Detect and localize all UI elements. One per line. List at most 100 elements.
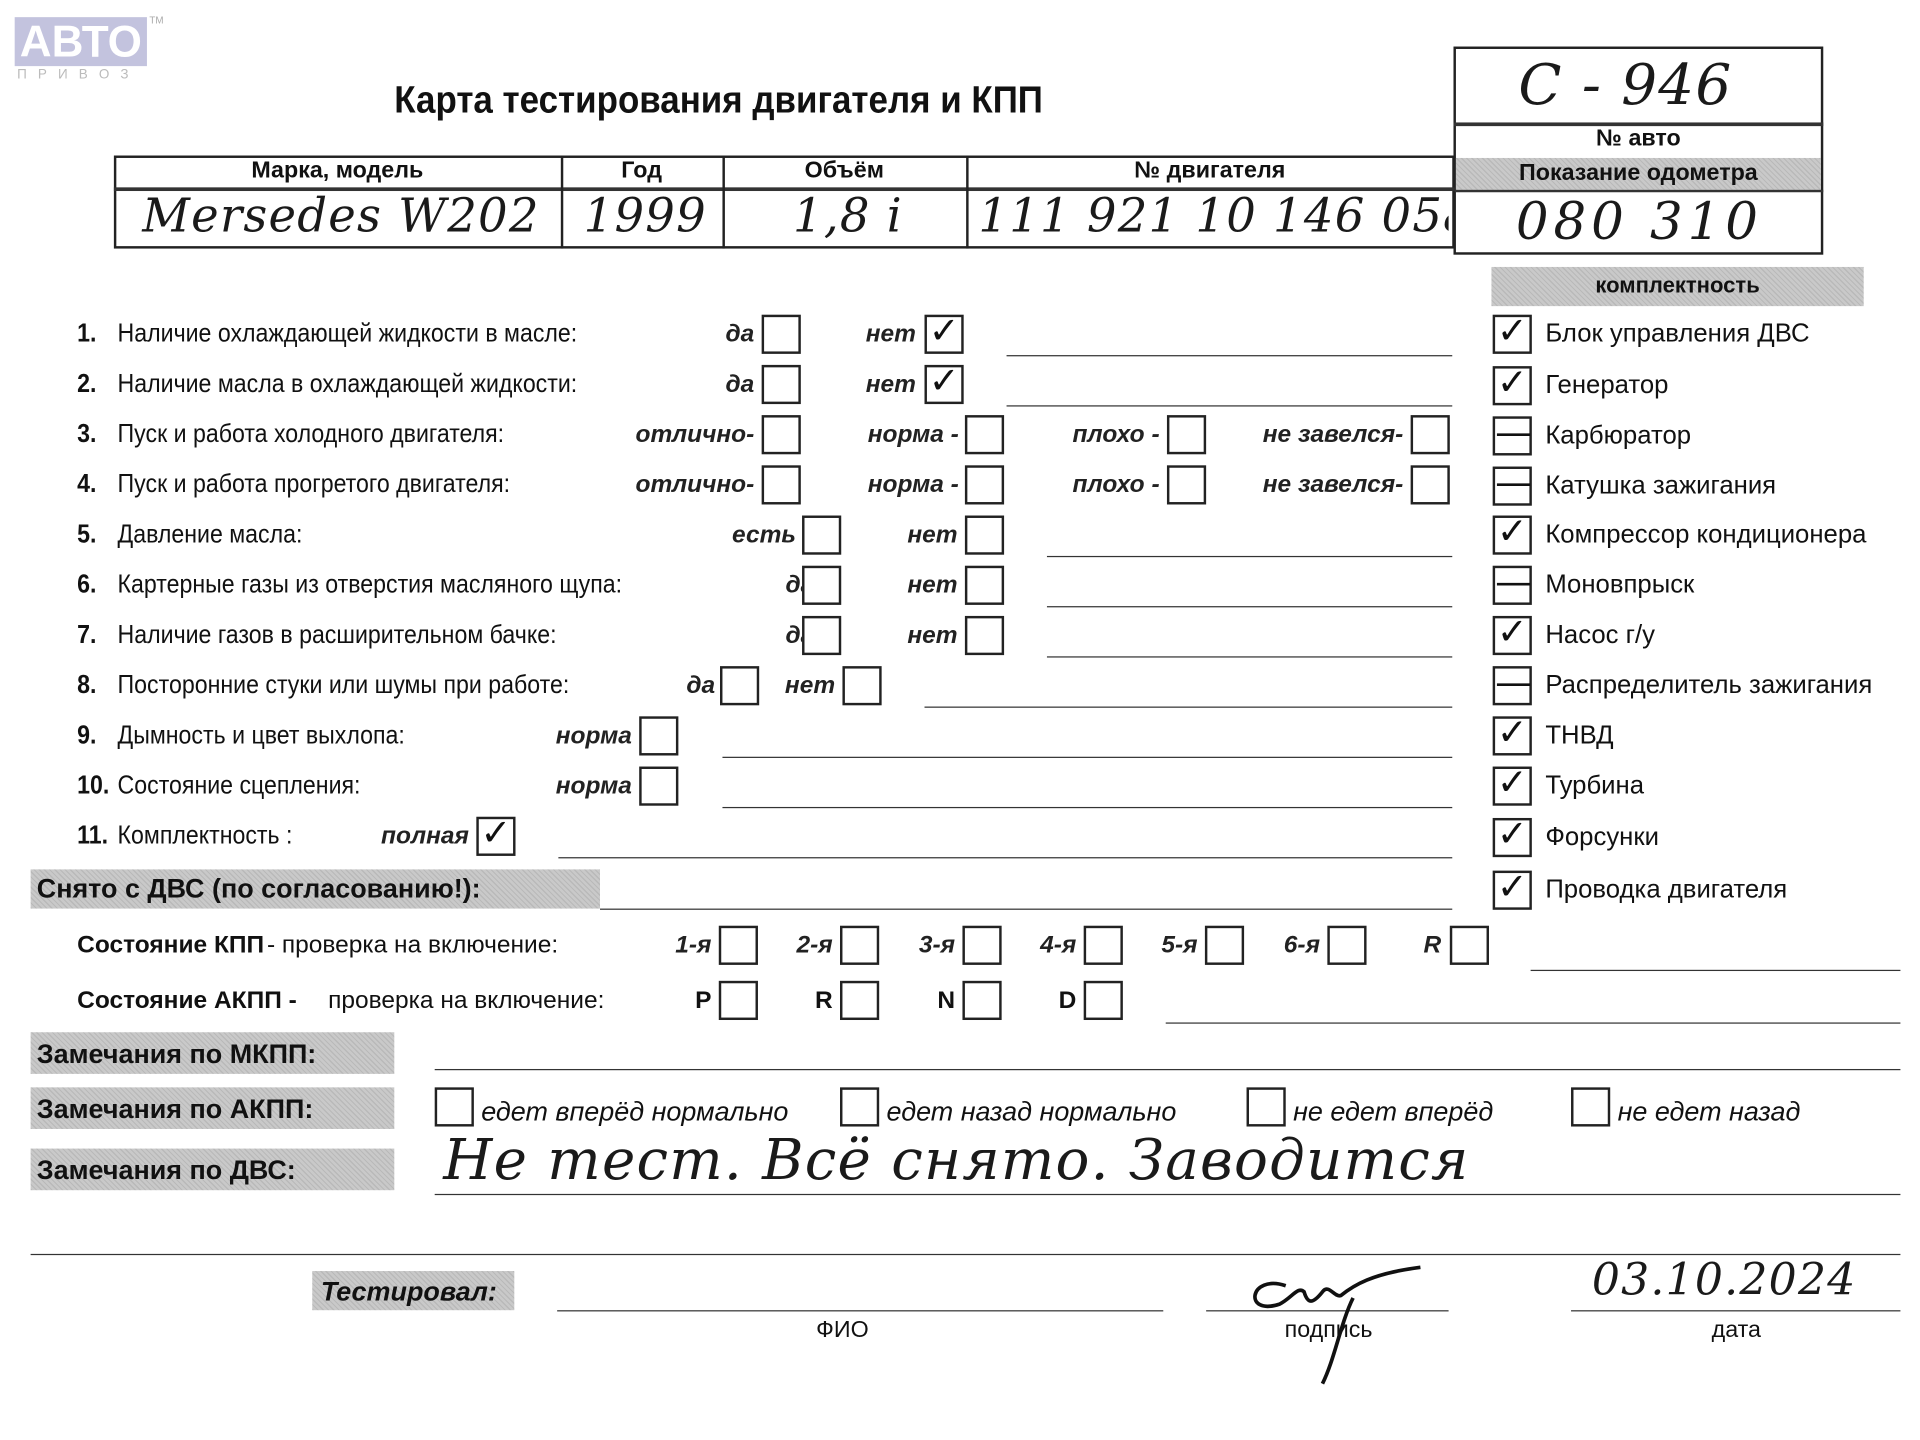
odometer-value: 080 310 <box>1515 191 1763 252</box>
completeness-item-label: ТНВД <box>1545 721 1614 750</box>
option-checkbox[interactable] <box>639 716 679 756</box>
question-number: 3. <box>77 420 97 449</box>
option-label: норма <box>555 772 632 800</box>
option-checkbox[interactable] <box>761 364 801 405</box>
option-label: плохо - <box>1072 471 1160 499</box>
question-number: 8. <box>77 671 97 700</box>
option-checkbox[interactable] <box>964 465 1005 505</box>
gear-checkbox[interactable] <box>718 980 758 1021</box>
option-checkbox[interactable] <box>720 666 760 706</box>
option-checkbox[interactable] <box>1410 465 1450 505</box>
option-checkbox[interactable] <box>964 515 1005 555</box>
option-checkbox[interactable] <box>761 314 801 354</box>
underline <box>30 1253 1901 1256</box>
dash-mark-icon: — <box>1495 560 1532 604</box>
underline <box>722 756 1453 758</box>
check-mark-icon: ✓ <box>480 811 512 855</box>
underline <box>1530 969 1901 972</box>
completeness-item-label: Насос г/у <box>1545 620 1656 649</box>
completeness-checkbox[interactable]: ✓ <box>1492 361 1532 406</box>
completeness-checkbox[interactable]: ✓ <box>1492 611 1532 656</box>
option-label: да <box>725 320 755 348</box>
auto-remark-checkbox[interactable] <box>840 1087 880 1127</box>
question-label: Пуск и работа прогретого двигателя: <box>117 470 511 499</box>
table-cell: 1,8 i <box>793 188 903 243</box>
gear-checkbox[interactable] <box>1327 925 1367 965</box>
option-checkbox[interactable] <box>964 415 1005 455</box>
underline <box>924 706 1453 708</box>
table-cell: 111 921 10 146 058 <box>978 188 1449 243</box>
completeness-checkbox[interactable]: — <box>1492 462 1532 506</box>
gear-checkbox[interactable] <box>718 925 758 965</box>
option-checkbox[interactable] <box>964 615 1005 656</box>
question-number: 2. <box>77 369 97 398</box>
option-label: норма - <box>867 471 959 499</box>
option-checkbox[interactable] <box>964 565 1005 605</box>
option-checkbox[interactable] <box>761 415 801 455</box>
check-mark-icon: ✓ <box>1496 361 1528 405</box>
auto-remark-checkbox[interactable] <box>1571 1087 1611 1127</box>
gear-checkbox[interactable] <box>1083 980 1123 1021</box>
gear-checkbox[interactable] <box>1449 925 1489 965</box>
underline <box>434 1068 1901 1071</box>
option-checkbox[interactable]: ✓ <box>476 812 516 856</box>
question-label: Состояние сцепления: <box>117 771 361 800</box>
option-checkbox[interactable] <box>842 666 882 706</box>
question-number: 1. <box>77 319 97 348</box>
auto-remark-checkbox[interactable] <box>434 1087 474 1127</box>
table-divider <box>966 155 969 249</box>
option-label: нет <box>784 672 836 700</box>
option-checkbox[interactable]: ✓ <box>924 310 964 354</box>
completeness-item-label: Катушка зажигания <box>1545 471 1777 500</box>
remarks-bg <box>30 1148 395 1191</box>
question-number: 11. <box>77 821 109 850</box>
option-checkbox[interactable] <box>761 465 801 505</box>
auto-remark-checkbox[interactable] <box>1246 1087 1286 1127</box>
gear-checkbox[interactable] <box>1204 925 1245 965</box>
question-number: 5. <box>77 520 97 549</box>
question-number: 10. <box>77 771 110 800</box>
gear-label: 6-я <box>1283 931 1321 959</box>
completeness-item-label: Блок управления ДВС <box>1545 319 1810 348</box>
completeness-checkbox[interactable]: ✓ <box>1492 511 1532 555</box>
removed-label-bg <box>30 869 601 909</box>
gear-checkbox[interactable] <box>840 980 880 1021</box>
option-checkbox[interactable] <box>1166 415 1207 455</box>
gear-checkbox[interactable] <box>962 980 1002 1021</box>
option-label: отлично- <box>635 421 755 449</box>
underline <box>1046 606 1453 608</box>
question-label: Наличие газов в расширительном бачке: <box>117 620 557 649</box>
completeness-checkbox[interactable]: — <box>1492 661 1532 706</box>
completeness-checkbox[interactable]: — <box>1492 411 1532 456</box>
gear-checkbox[interactable] <box>840 925 880 965</box>
option-checkbox[interactable] <box>802 615 842 656</box>
completeness-checkbox[interactable]: ✓ <box>1492 711 1532 756</box>
gear-checkbox[interactable] <box>1083 925 1123 965</box>
option-label: да <box>725 371 755 398</box>
option-checkbox[interactable]: ✓ <box>924 360 964 405</box>
remarks-engine-label: Замечания по ДВС: <box>36 1154 296 1186</box>
completeness-checkbox[interactable]: ✓ <box>1492 310 1532 354</box>
completeness-item-label: Форсунки <box>1545 822 1660 852</box>
page-title: Карта тестирования двигателя и КПП <box>394 78 1043 122</box>
option-checkbox[interactable] <box>1410 415 1450 455</box>
option-checkbox[interactable] <box>802 515 842 555</box>
car-number-box <box>1453 46 1824 255</box>
tester-label: Тестировал: <box>320 1275 497 1307</box>
auto-gearbox-desc: проверка на включение: <box>328 986 605 1014</box>
gear-checkbox[interactable] <box>962 925 1002 965</box>
completeness-item-label: Проводка двигателя <box>1545 875 1788 904</box>
completeness-checkbox[interactable]: ✓ <box>1492 866 1532 910</box>
completeness-checkbox[interactable]: — <box>1492 561 1532 605</box>
option-checkbox[interactable] <box>1166 465 1207 505</box>
completeness-checkbox[interactable]: ✓ <box>1492 762 1532 806</box>
manual-gearbox-label: Состояние КПП <box>77 931 265 959</box>
check-mark-icon: ✓ <box>1496 711 1528 755</box>
option-checkbox[interactable] <box>802 565 842 605</box>
option-label: нет <box>907 571 958 599</box>
option-checkbox[interactable] <box>639 766 679 806</box>
completeness-checkbox[interactable]: ✓ <box>1492 813 1532 858</box>
remarks-auto-label: Замечания по АКПП: <box>36 1093 314 1125</box>
option-label: нет <box>907 622 958 649</box>
option-label: норма <box>555 722 632 750</box>
